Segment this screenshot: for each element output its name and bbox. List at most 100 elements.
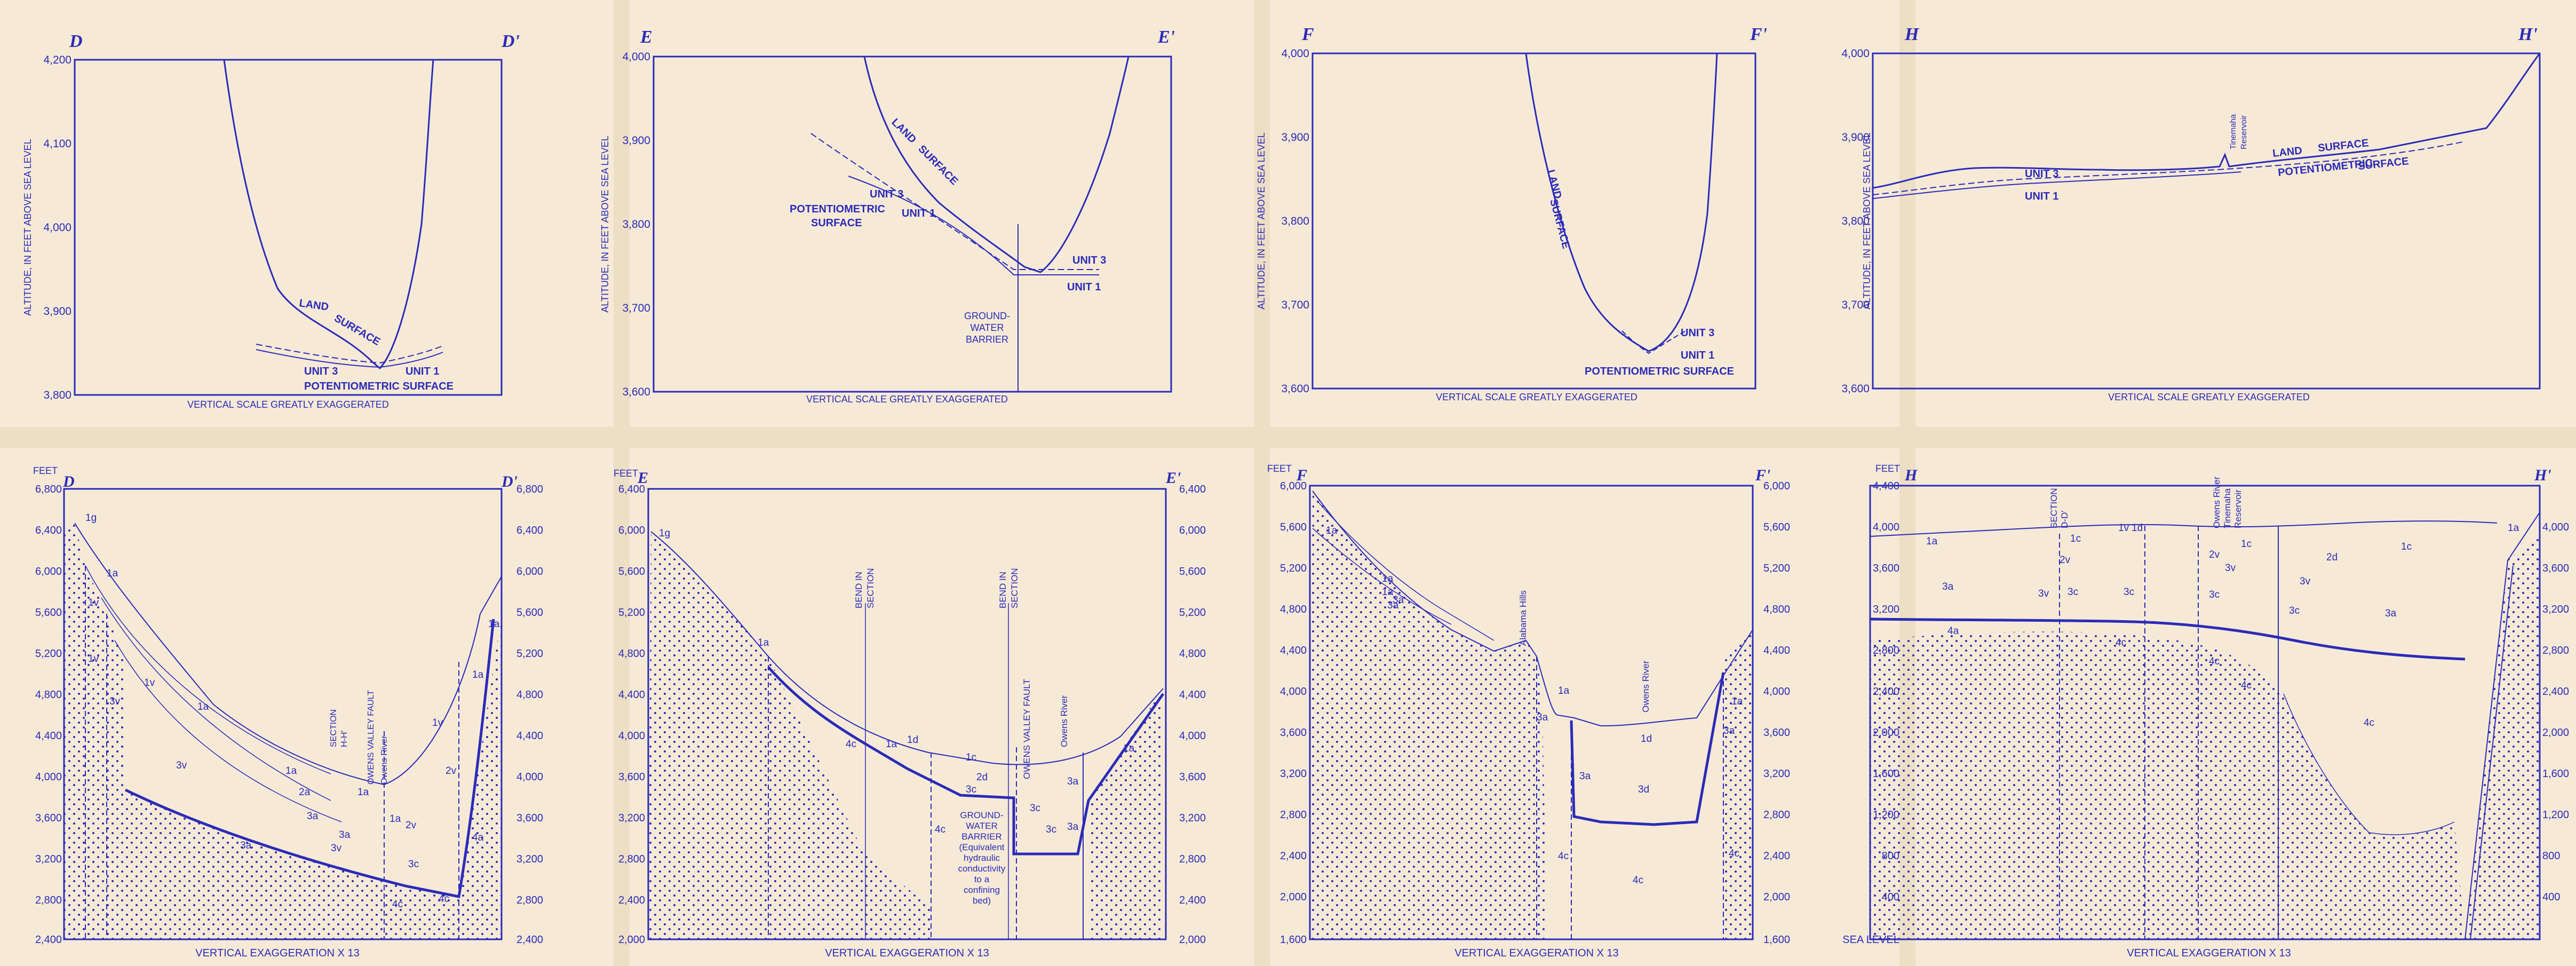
svg-text:1v: 1v — [88, 653, 99, 664]
svg-text:2,400: 2,400 — [35, 934, 62, 946]
svg-text:(Equivalent: (Equivalent — [959, 842, 1004, 852]
svg-text:F': F' — [1755, 466, 1770, 484]
svg-text:H: H — [1904, 25, 1920, 44]
svg-text:3,600: 3,600 — [1281, 383, 1309, 395]
svg-text:1v: 1v — [144, 677, 155, 688]
svg-text:2,000: 2,000 — [1280, 891, 1307, 903]
svg-text:5,200: 5,200 — [1280, 563, 1307, 574]
svg-text:3,700: 3,700 — [1281, 299, 1309, 311]
svg-text:4,000: 4,000 — [618, 730, 645, 742]
svg-text:2,000: 2,000 — [1179, 934, 1206, 946]
svg-text:Owens River: Owens River — [2212, 476, 2222, 528]
svg-text:4,000: 4,000 — [43, 221, 71, 234]
svg-text:2,800: 2,800 — [1179, 853, 1206, 865]
svg-text:F': F' — [1750, 25, 1767, 44]
svg-text:3,800: 3,800 — [1281, 215, 1309, 227]
svg-text:3,600: 3,600 — [1873, 563, 1899, 574]
svg-text:2,800: 2,800 — [1280, 809, 1307, 821]
svg-text:3,900: 3,900 — [1841, 131, 1870, 144]
svg-text:6,400: 6,400 — [1179, 484, 1206, 495]
svg-text:H: H — [1904, 466, 1918, 484]
svg-text:4,800: 4,800 — [516, 689, 543, 701]
svg-text:3,200: 3,200 — [516, 853, 543, 865]
svg-text:Owens River: Owens River — [1641, 660, 1651, 712]
svg-text:5,200: 5,200 — [516, 648, 543, 660]
svg-text:5,200: 5,200 — [35, 648, 62, 660]
svg-text:UNIT 1: UNIT 1 — [406, 366, 439, 377]
svg-text:Owens River: Owens River — [380, 735, 389, 785]
svg-text:3,700: 3,700 — [1841, 299, 1870, 311]
svg-text:3a: 3a — [1067, 821, 1079, 833]
svg-text:1c: 1c — [2401, 541, 2412, 552]
svg-text:2,400: 2,400 — [516, 934, 543, 946]
svg-text:1a: 1a — [1123, 743, 1135, 754]
svg-text:SURFACE: SURFACE — [916, 143, 960, 187]
svg-text:LAND: LAND — [1545, 169, 1564, 200]
svg-text:1c: 1c — [966, 752, 976, 763]
svg-text:BEND IN: BEND IN — [854, 572, 864, 608]
svg-text:confining: confining — [964, 885, 1000, 895]
svg-text:3,900: 3,900 — [622, 134, 650, 147]
svg-text:to a: to a — [974, 874, 990, 884]
svg-text:VERTICAL SCALE GREATLY EXAGGER: VERTICAL SCALE GREATLY EXAGGERATED — [806, 394, 1008, 405]
svg-text:3a: 3a — [1393, 595, 1404, 606]
svg-text:POTENTIOMETRIC SURFACE: POTENTIOMETRIC SURFACE — [304, 381, 454, 392]
svg-text:UNIT 3: UNIT 3 — [1681, 327, 1714, 339]
svg-text:1a: 1a — [1926, 536, 1938, 547]
svg-text:1a: 1a — [488, 619, 500, 630]
svg-text:3a: 3a — [1067, 776, 1079, 787]
svg-text:1a: 1a — [758, 637, 769, 648]
svg-text:4,000: 4,000 — [1179, 730, 1206, 742]
svg-text:6,000: 6,000 — [516, 566, 543, 577]
svg-text:6,000: 6,000 — [35, 566, 62, 577]
svg-text:6,000: 6,000 — [1179, 525, 1206, 536]
svg-text:3c: 3c — [966, 784, 976, 795]
svg-text:BARRIER: BARRIER — [961, 832, 1002, 842]
svg-text:3a: 3a — [240, 840, 252, 851]
svg-text:3a: 3a — [307, 811, 319, 822]
svg-text:4c: 4c — [2209, 656, 2220, 667]
svg-text:5,200: 5,200 — [1179, 607, 1206, 619]
svg-text:3,600: 3,600 — [1763, 727, 1790, 739]
svg-text:6,400: 6,400 — [35, 525, 62, 536]
svg-text:VERTICAL SCALE GREATLY EXAGGER: VERTICAL SCALE GREATLY EXAGGERATED — [2108, 392, 2310, 402]
svg-text:4,400: 4,400 — [1179, 689, 1206, 701]
svg-text:4,000: 4,000 — [35, 771, 62, 783]
svg-text:Owens River: Owens River — [1059, 695, 1069, 747]
svg-text:2v: 2v — [2209, 549, 2220, 560]
svg-text:D: D — [62, 473, 75, 490]
y-axis-label: ALTITUDE, IN FEET ABOVE SEA LEVEL — [22, 139, 33, 315]
svg-text:3,600: 3,600 — [1841, 383, 1870, 395]
svg-text:SECTION: SECTION — [2049, 488, 2059, 528]
svg-text:2,800: 2,800 — [618, 853, 645, 865]
svg-text:3v: 3v — [2038, 588, 2049, 599]
svg-text:4c: 4c — [2364, 717, 2374, 729]
svg-text:1d: 1d — [1641, 733, 1652, 745]
y-tick-labels-left: 6,800 6,400 6,000 5,600 5,200 4,800 4,40… — [35, 484, 62, 946]
svg-text:1v: 1v — [88, 597, 99, 608]
svg-text:3,900: 3,900 — [43, 305, 71, 318]
svg-text:3a: 3a — [2385, 608, 2397, 619]
svg-text:5,200: 5,200 — [1763, 563, 1790, 574]
bottom-panel-h: H H' FEET 4,400 4,000 3,600 3,200 2,800 … — [1842, 463, 2569, 959]
svg-text:4,000: 4,000 — [1280, 686, 1307, 698]
svg-text:3,900: 3,900 — [1281, 131, 1309, 144]
svg-text:4c: 4c — [1729, 848, 1739, 859]
svg-text:4c: 4c — [439, 893, 449, 905]
svg-text:4c: 4c — [1558, 851, 1569, 862]
svg-text:5,600: 5,600 — [1280, 521, 1307, 533]
bottom-panel-d: D D' FEET 6,800 6,400 6,000 5,600 5,200 … — [33, 465, 543, 959]
svg-text:SECTION: SECTION — [1009, 568, 1020, 608]
svg-text:3a: 3a — [1579, 771, 1591, 782]
svg-text:FEET: FEET — [1267, 463, 1292, 474]
svg-text:4,100: 4,100 — [43, 138, 71, 150]
svg-text:SECTION: SECTION — [329, 709, 338, 747]
svg-text:2,800: 2,800 — [35, 894, 62, 906]
svg-text:3c: 3c — [1046, 824, 1056, 835]
svg-text:5,200: 5,200 — [618, 607, 645, 619]
svg-text:4,000: 4,000 — [1873, 521, 1899, 533]
svg-text:D': D' — [501, 473, 518, 490]
svg-text:3,600: 3,600 — [35, 812, 62, 824]
svg-text:1,600: 1,600 — [2542, 768, 2569, 780]
